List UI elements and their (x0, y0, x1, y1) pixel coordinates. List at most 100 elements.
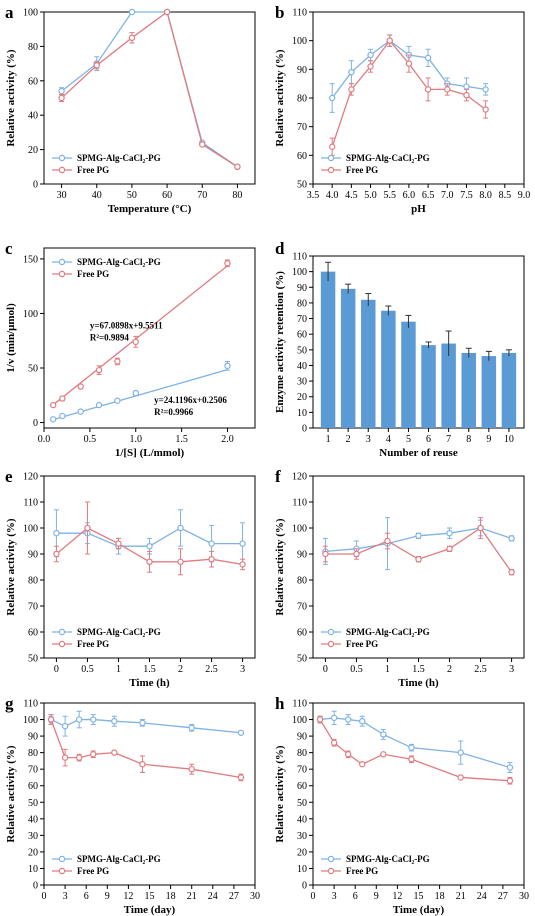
x-tick-label: 9 (105, 891, 110, 902)
y-tick-label: 60 (297, 330, 307, 341)
data-point (405, 60, 413, 67)
data-point (58, 87, 65, 95)
y-tick-label: 100 (23, 309, 38, 320)
y-tick-label: 80 (28, 748, 38, 759)
x-tick-label: 12 (392, 891, 402, 902)
y-tick-label: 90 (297, 283, 307, 294)
data-point (380, 731, 387, 738)
data-point (508, 535, 515, 542)
data-point (446, 545, 453, 553)
y-tick-label: 0 (33, 180, 38, 191)
y-tick-label: 50 (28, 364, 38, 375)
y-tick-label: 110 (292, 252, 307, 263)
y-tick-label: 60 (28, 76, 38, 87)
data-point (115, 540, 122, 547)
data-point (359, 718, 366, 725)
data-point (208, 556, 215, 563)
x-tick-label: 30 (519, 891, 529, 902)
data-point (90, 751, 97, 758)
data-point (408, 756, 415, 763)
y-tick-label: 100 (23, 524, 38, 535)
y-axis-label: Relative activity (%) (5, 518, 17, 615)
data-point (177, 558, 184, 566)
x-tick-label: 2.5 (474, 664, 487, 675)
x-tick-label: 7.0 (441, 190, 454, 201)
y-tick-label: 60 (297, 781, 307, 792)
panel-label: b (275, 3, 284, 22)
y-axis-label: Relative activity (%) (5, 745, 17, 842)
legend-marker (58, 855, 66, 863)
y-axis-label: Relative activity (%) (274, 49, 286, 146)
x-tick-label: 6.0 (403, 190, 416, 201)
x-tick-label: 30 (250, 891, 260, 902)
x-tick-label: 4.0 (326, 190, 339, 201)
data-point (77, 408, 84, 415)
x-tick-label: 2 (346, 434, 351, 445)
series-line (319, 719, 510, 782)
data-point (128, 34, 136, 42)
data-point (77, 383, 84, 390)
data-point (163, 8, 171, 16)
data-point (384, 537, 391, 545)
y-tick-label: 110 (23, 498, 38, 509)
x-tick-label: 27 (498, 891, 508, 902)
legend-label: SPMG-Alg-CaCl₂-PG (346, 153, 430, 163)
data-point (359, 761, 366, 768)
data-point (61, 754, 69, 761)
x-tick-label: 3 (63, 891, 68, 902)
y-tick-label: 90 (297, 65, 307, 76)
bar (320, 271, 336, 428)
panel-b: b 50 60 70 80 90 100 110 3.5 4.0 4.5 5.0 5.5 6.0 6.5 7.… (274, 3, 530, 215)
data-point (177, 524, 184, 532)
legend-label: SPMG-Alg-CaCl₂-PG (346, 854, 430, 864)
y-tick-label: 20 (297, 392, 307, 403)
legend-label: SPMG-Alg-CaCl₂-PG (77, 153, 161, 163)
legend-label: SPMG-Alg-CaCl₂-PG (77, 627, 161, 637)
panel-label: c (5, 239, 13, 258)
x-axis-label: 1/[S] (L/mmol) (115, 447, 185, 459)
legend-marker (58, 628, 66, 636)
data-point (111, 718, 118, 725)
bar (461, 352, 476, 428)
legend-marker (327, 855, 335, 863)
data-point (49, 416, 57, 423)
legend-marker (327, 154, 335, 162)
data-point (199, 141, 206, 148)
legend-label: Free PG (77, 639, 109, 649)
x-tick-label: 0 (54, 664, 59, 675)
x-tick-label: 7 (446, 434, 451, 445)
data-point (348, 86, 355, 93)
x-tick-label: 1.5 (143, 664, 156, 675)
x-axis-label: pH (411, 203, 426, 215)
x-tick-label: 0.5 (81, 664, 94, 675)
panel-g: g 0 10 20 30 40 50 60 70 80 90 100 110 0 3 6 9 12 15 18 21 24… (5, 694, 260, 916)
y-tick-label: 70 (28, 602, 38, 613)
data-point (330, 739, 338, 746)
data-point (482, 86, 489, 93)
x-tick-label: 8 (466, 434, 471, 445)
legend-label: SPMG-Alg-CaCl₂-PG (346, 627, 430, 637)
legend-label: Free PG (346, 639, 378, 649)
y-tick-label: 100 (292, 715, 307, 726)
data-point (84, 524, 91, 532)
x-tick-label: 1.5 (175, 434, 188, 445)
data-point (463, 91, 470, 99)
x-tick-label: 2.5 (205, 664, 218, 675)
y-tick-label: 110 (292, 498, 307, 509)
data-point (49, 401, 57, 409)
y-tick-label: 100 (23, 715, 38, 726)
series-line (61, 11, 238, 168)
y-axis-label: Relative activity (%) (274, 745, 286, 842)
y-tick-label: 150 (23, 254, 38, 265)
x-tick-label: 0.5 (350, 664, 363, 675)
x-tick-label: 1 (116, 664, 121, 675)
data-point (146, 558, 153, 566)
y-axis-label: Enzyme activity retention (%) (274, 271, 286, 413)
legend-label: Free PG (77, 269, 109, 279)
y-tick-label: 100 (292, 524, 307, 535)
data-point (53, 530, 60, 537)
x-tick-label: 0 (323, 664, 328, 675)
y-tick-label: 20 (297, 847, 307, 858)
y-tick-label: 80 (297, 298, 307, 309)
legend-marker (58, 867, 66, 875)
